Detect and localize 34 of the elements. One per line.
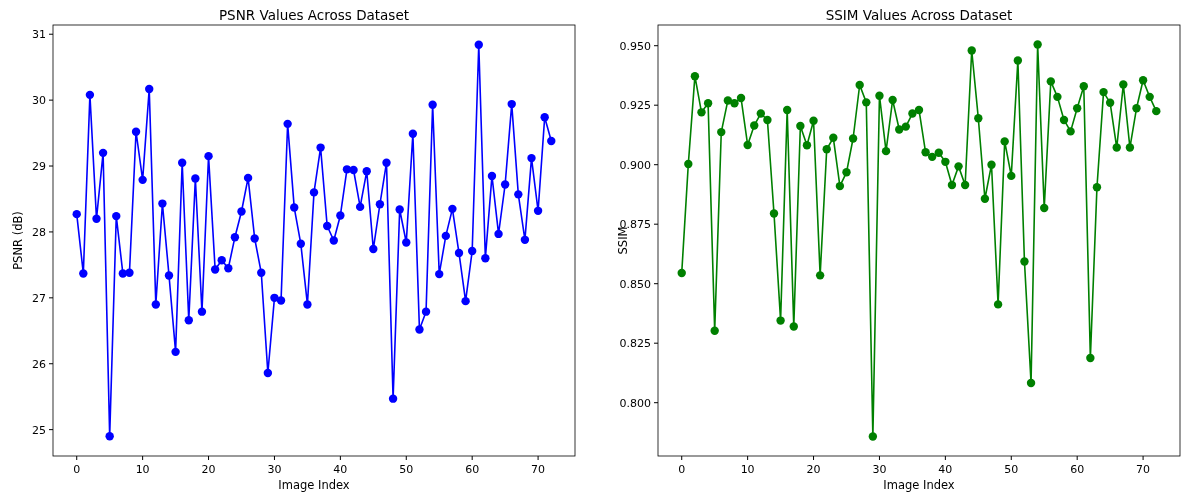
y-tick-label: 0.925 bbox=[619, 99, 651, 113]
x-tick-label: 10 bbox=[740, 463, 755, 476]
y-tick-label: 0.800 bbox=[619, 396, 651, 410]
y-tick-label: 0.850 bbox=[619, 277, 651, 291]
chart-title: PSNR Values Across Dataset bbox=[218, 7, 410, 23]
y-tick-label: 27 bbox=[32, 291, 46, 305]
x-axis-title: Image Index bbox=[883, 478, 955, 492]
x-tick-label: 50 bbox=[399, 463, 414, 476]
x-tick-label: 50 bbox=[1004, 463, 1019, 476]
x-tick-label: 60 bbox=[465, 463, 480, 476]
x-tick-label: 70 bbox=[531, 463, 546, 476]
x-tick-label: 10 bbox=[135, 463, 150, 476]
y-tick-label: 29 bbox=[32, 160, 46, 174]
y-tick-label: 25 bbox=[32, 423, 46, 437]
x-tick-label: 60 bbox=[1070, 463, 1085, 476]
x-axis-title: Image Index bbox=[278, 478, 350, 492]
y-axis-title: PSNR (dB) bbox=[11, 211, 25, 270]
y-tick-label: 30 bbox=[32, 94, 46, 108]
x-tick-label: 70 bbox=[1136, 463, 1151, 476]
x-tick-label: 20 bbox=[806, 463, 821, 476]
x-tick-label: 40 bbox=[938, 463, 953, 476]
y-tick-label: 0.825 bbox=[619, 337, 651, 351]
x-tick-label: 30 bbox=[872, 463, 887, 476]
x-tick-label: 30 bbox=[267, 463, 282, 476]
x-tick-label: 0 bbox=[73, 463, 81, 476]
y-tick-label: 31 bbox=[32, 28, 46, 42]
y-tick-label: 0.950 bbox=[619, 39, 651, 53]
x-tick-label: 20 bbox=[201, 463, 216, 476]
y-tick-label: 26 bbox=[32, 357, 46, 371]
x-tick-label: 40 bbox=[333, 463, 348, 476]
x-tick-label: 0 bbox=[678, 463, 686, 476]
chart-title: SSIM Values Across Dataset bbox=[825, 7, 1013, 23]
y-tick-label: 0.900 bbox=[619, 158, 651, 172]
y-tick-label: 28 bbox=[32, 225, 46, 239]
